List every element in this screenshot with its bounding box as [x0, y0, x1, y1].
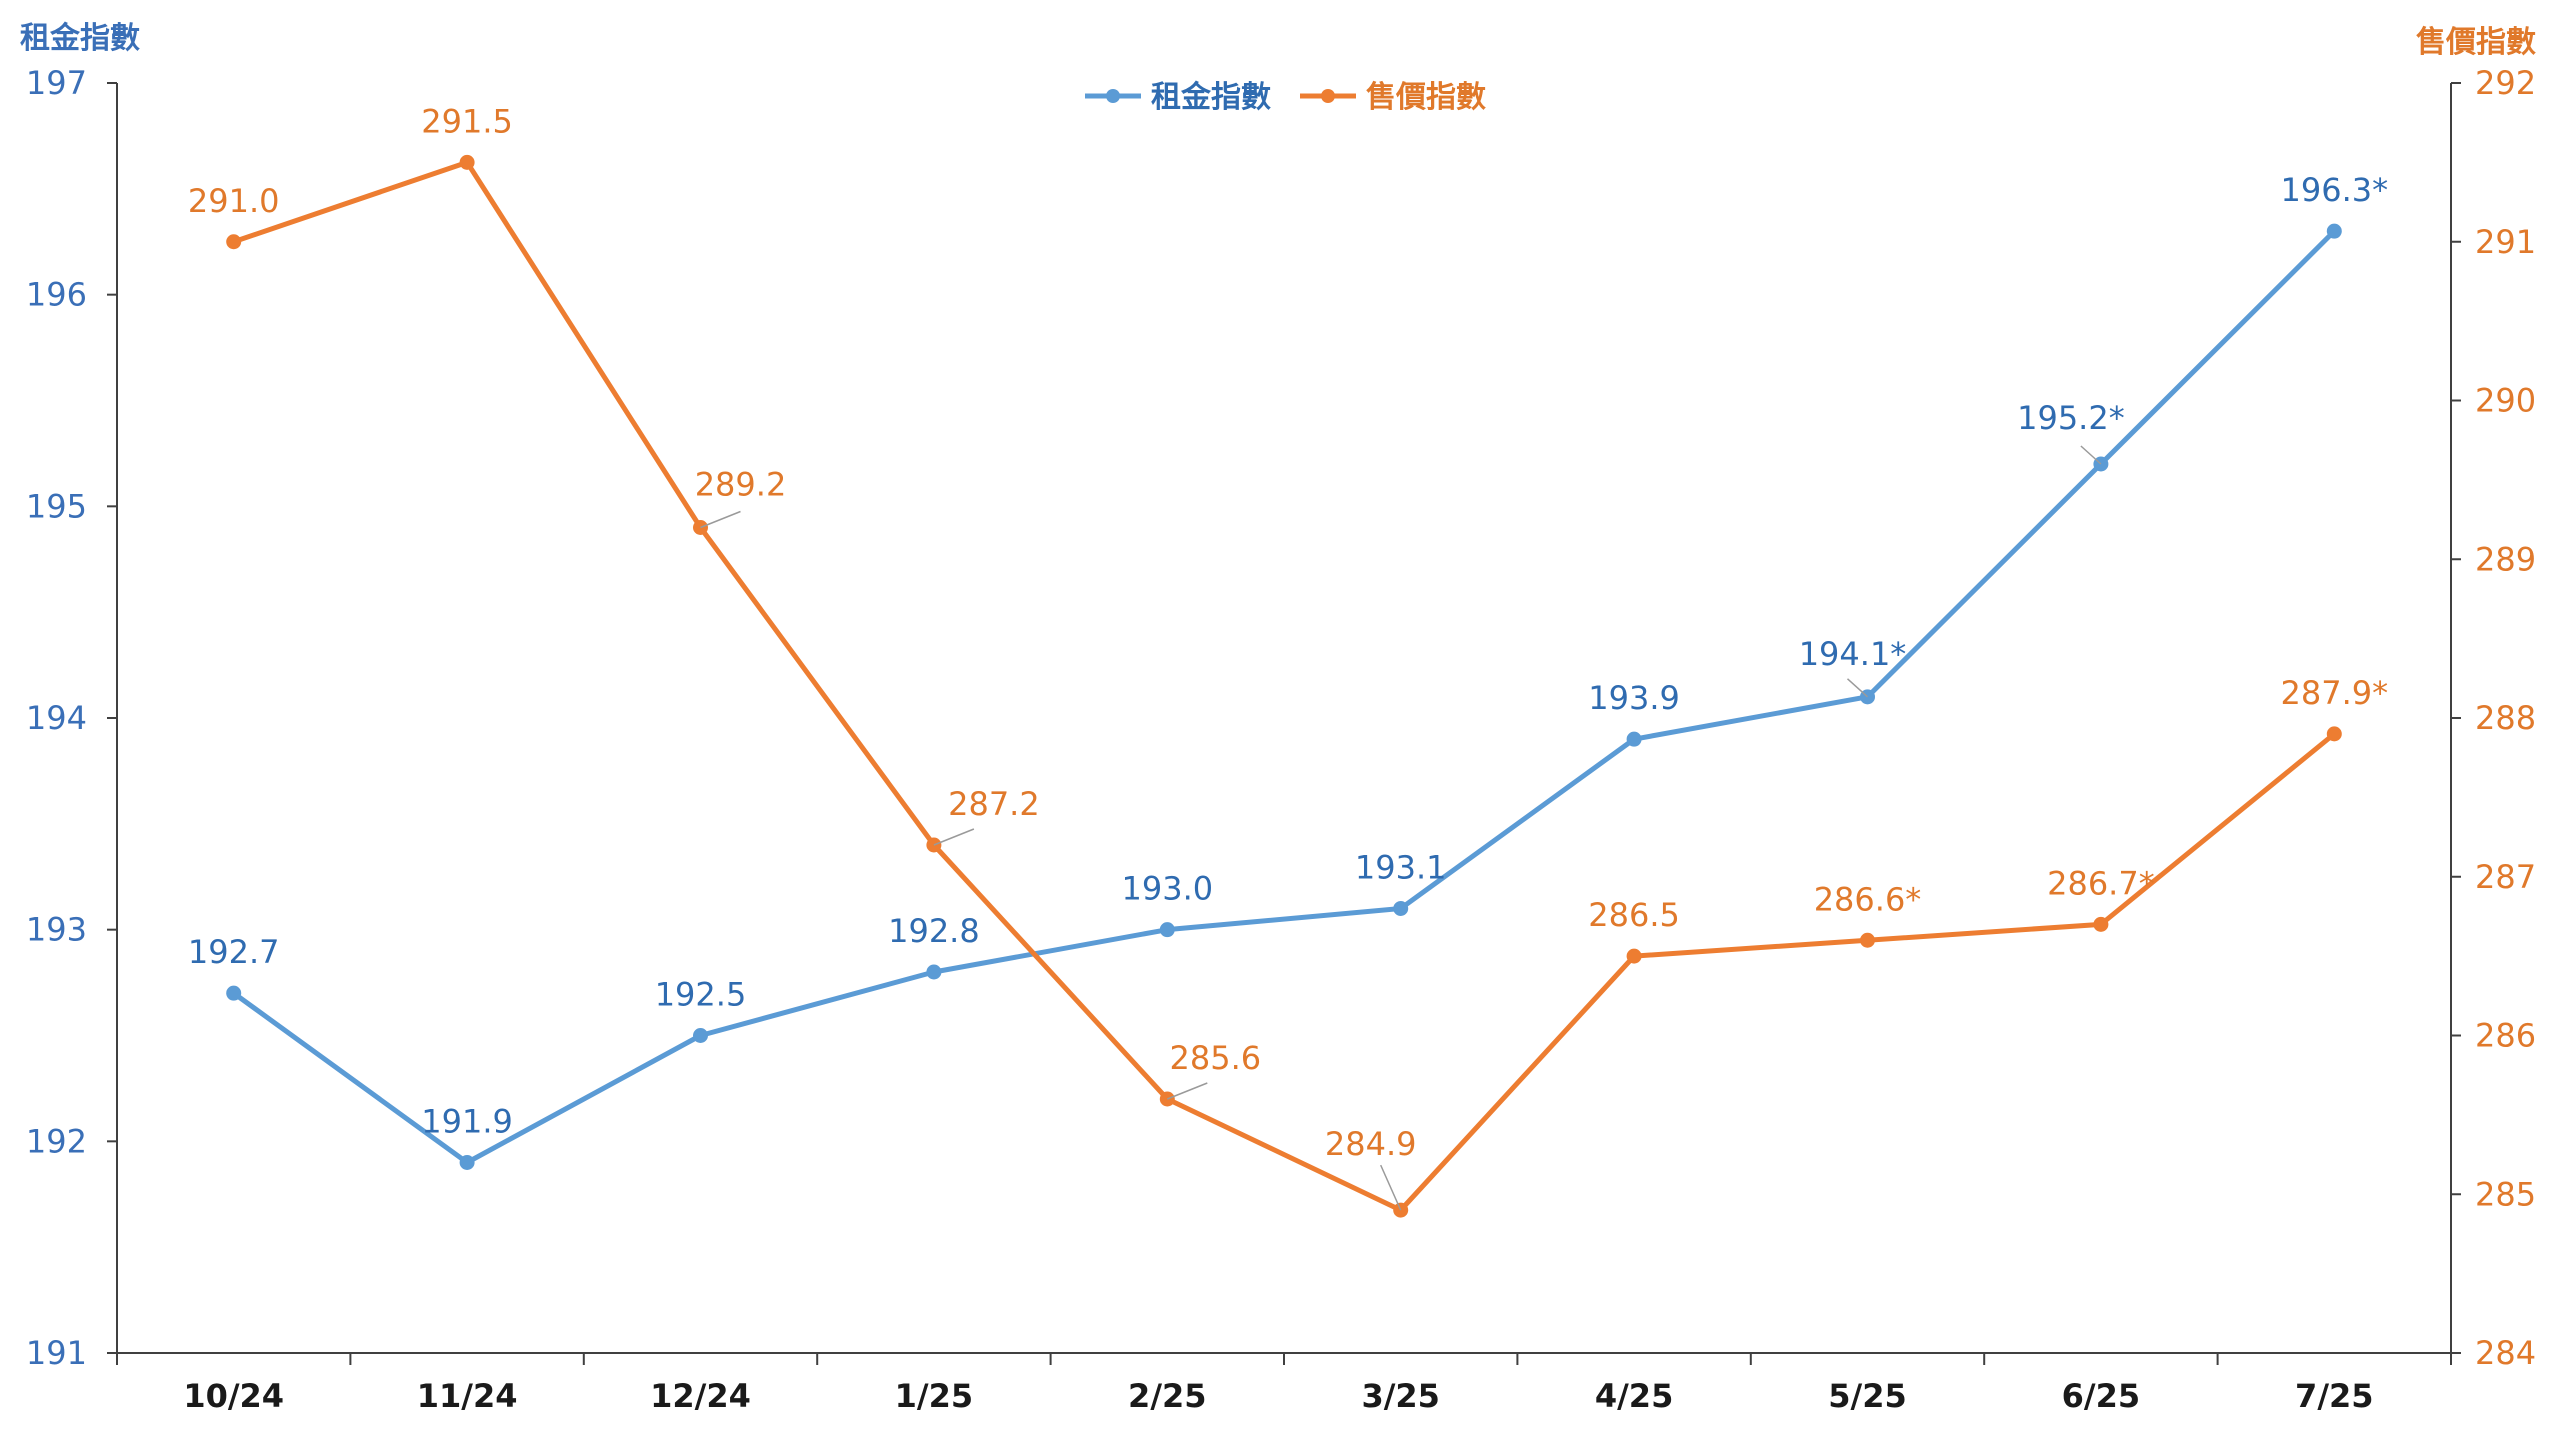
- data-label: 286.5: [1588, 896, 1680, 934]
- left-tick-label: 192: [26, 1122, 87, 1160]
- left-tick-label: 194: [26, 699, 87, 737]
- left-axis-title: 租金指數: [20, 21, 140, 56]
- left-tick-label: 197: [26, 64, 87, 102]
- data-label: 191.9: [421, 1103, 513, 1141]
- right-tick-label: 285: [2475, 1175, 2536, 1213]
- data-label: 291.5: [421, 102, 513, 140]
- right-tick-label: 289: [2475, 540, 2536, 578]
- data-label: 284.9: [1325, 1125, 1417, 1163]
- data-label: 192.7: [188, 933, 280, 971]
- x-tick-label: 11/24: [417, 1377, 518, 1415]
- data-label: 285.6: [1169, 1039, 1261, 1077]
- right-axis-title: 售價指數: [2416, 25, 2536, 60]
- x-tick-label: 5/25: [1828, 1377, 1906, 1415]
- label-leader-line: [1846, 678, 1869, 698]
- right-tick-label: 287: [2475, 858, 2536, 896]
- right-tick-label: 291: [2475, 223, 2536, 261]
- x-tick-label: 1/25: [895, 1377, 973, 1415]
- right-tick-label: 292: [2475, 64, 2536, 102]
- legend-entry-label: 售價指數: [1366, 80, 1486, 115]
- label-leader-line: [933, 828, 975, 846]
- data-label: 193.9: [1588, 679, 1680, 717]
- left-tick-label: 195: [26, 487, 87, 525]
- legend-swatch-marker: [1321, 89, 1335, 103]
- data-label: 286.7*: [2047, 864, 2155, 902]
- data-point: [1159, 922, 1175, 938]
- data-label: 193.0: [1121, 870, 1213, 908]
- data-label: 196.3*: [2280, 171, 2388, 209]
- data-point: [1393, 901, 1409, 916]
- series-line: [232, 229, 2337, 1165]
- data-label: 194.1*: [1799, 635, 1907, 673]
- data-point: [459, 1155, 475, 1170]
- right-tick-label: 290: [2475, 382, 2536, 420]
- left-tick-label: 191: [26, 1334, 87, 1372]
- data-point: [1860, 932, 1875, 948]
- data-label: 287.2: [948, 785, 1040, 823]
- data-label: 192.5: [655, 976, 747, 1014]
- legend-swatch-marker: [1106, 89, 1120, 103]
- data-label: 291.0: [188, 182, 280, 220]
- label-leader-line: [2080, 445, 2102, 465]
- data-label: 192.8: [888, 912, 980, 950]
- data-point: [926, 964, 942, 980]
- data-point: [226, 985, 242, 1001]
- x-tick-label: 2/25: [1128, 1377, 1206, 1415]
- label-leader-line: [1167, 1082, 1208, 1100]
- data-label: 289.2: [695, 466, 787, 504]
- data-point: [2326, 726, 2342, 742]
- data-label: 286.6*: [1814, 880, 1922, 918]
- axes: 191 192 193 194 195 196 197 284 285 286 287 288 289 2…: [20, 21, 2536, 1415]
- x-tick-label: 6/25: [2062, 1377, 2140, 1415]
- data-point: [2093, 916, 2109, 932]
- data-label: 287.9*: [2280, 674, 2388, 712]
- legend-entry-label: 租金指數: [1151, 80, 1271, 115]
- data-point: [2326, 223, 2342, 239]
- label-leader-line: [700, 510, 741, 529]
- data-point: [1626, 948, 1642, 964]
- x-tick-label: 10/24: [183, 1377, 284, 1415]
- x-tick-label: 3/25: [1361, 1377, 1439, 1415]
- data-point: [1626, 731, 1642, 747]
- right-tick-label: 284: [2475, 1334, 2536, 1372]
- label-leader-line: [1380, 1164, 1402, 1211]
- x-tick-label: 7/25: [2295, 1377, 2373, 1415]
- data-point: [693, 1028, 708, 1043]
- left-tick-label: 193: [26, 911, 87, 949]
- x-tick-label: 12/24: [650, 1377, 751, 1415]
- data-labels: 192.7 191.9 192.5 192.8 193.0 193.1 193.9 194.1…: [188, 102, 2388, 1211]
- data-label: 195.2*: [2017, 399, 2125, 437]
- left-tick-label: 196: [26, 276, 87, 314]
- right-tick-label: 286: [2475, 1017, 2536, 1055]
- series-layer: [226, 154, 2342, 1218]
- data-label: 193.1: [1355, 849, 1447, 887]
- series-line: [232, 159, 2336, 1213]
- data-point: [226, 234, 242, 250]
- right-tick-label: 288: [2475, 699, 2536, 737]
- legend: 租金指數 售價指數: [1085, 80, 1486, 115]
- data-point: [459, 154, 475, 170]
- x-tick-label: 4/25: [1595, 1377, 1673, 1415]
